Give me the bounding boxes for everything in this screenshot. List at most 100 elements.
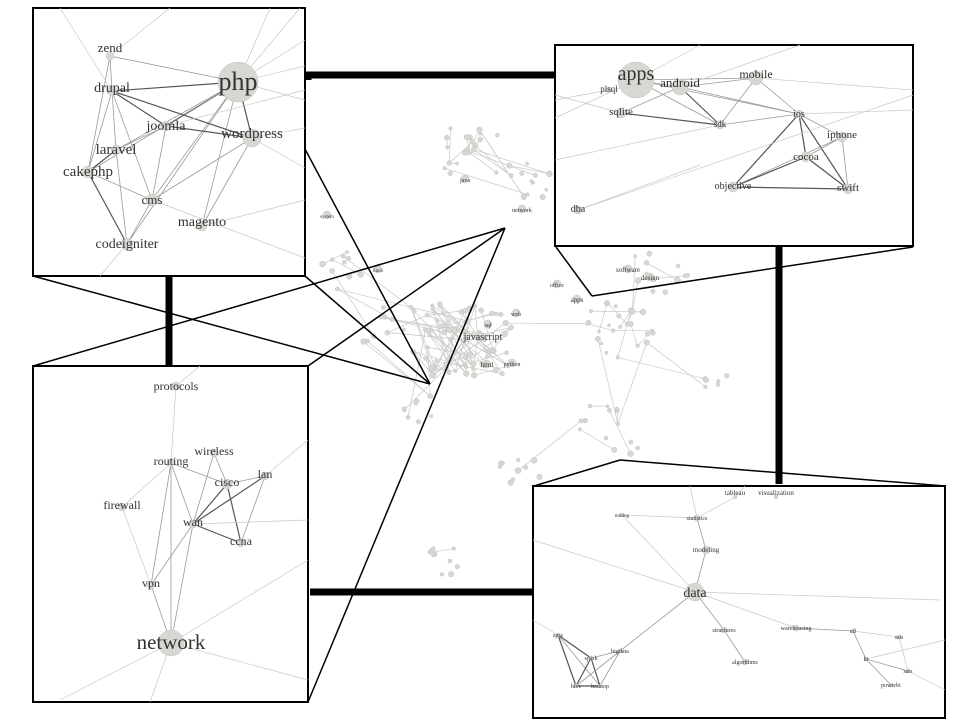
node-statistics: statistics: [687, 514, 708, 522]
edge-bigdata-hadoop: [599, 650, 621, 687]
outgoing-edge: [734, 485, 746, 498]
overview-edge: [413, 351, 467, 368]
node-label-algorithms: algorithms: [732, 660, 758, 666]
overview-node: [587, 403, 593, 409]
overview-node: [389, 316, 395, 322]
overview-edge: [632, 256, 636, 312]
overview-node: [629, 308, 636, 315]
outgoing-edge: [554, 124, 721, 161]
edge-joomla-laravel: [115, 125, 167, 151]
overview-node: [402, 406, 407, 411]
overview-node: [533, 172, 538, 178]
node-label-joomla: joomla: [146, 119, 187, 134]
overview-node: [499, 371, 505, 377]
edge-bi-ssrs: [865, 658, 909, 672]
edge-routing-firewall: [121, 462, 172, 508]
node-wan: wan: [183, 515, 203, 529]
node-label-modeling: modeling: [693, 546, 720, 554]
overview-node: [716, 379, 721, 384]
network-zoom-panel: protocols routing wireless cisco lan firewall…: [32, 365, 309, 703]
overview-node: [624, 321, 630, 327]
node-marker-wan: [188, 519, 198, 529]
node-label-powerbi: powerbi: [881, 683, 901, 689]
edge-spss-spark: [557, 634, 592, 659]
overview-node: [635, 277, 641, 283]
overview-node: [529, 179, 534, 183]
overview-node: [646, 250, 653, 257]
edge-cocoa-objective: [732, 156, 807, 188]
overview-node: [434, 359, 439, 364]
overview-node: [429, 414, 434, 419]
node-label-cakephp: cakephp: [63, 164, 113, 180]
outgoing-edge: [192, 519, 309, 525]
overview-node: [486, 351, 492, 357]
overview-node: [607, 323, 611, 328]
overview-node: [443, 361, 448, 366]
overview-node: [494, 170, 499, 175]
node-marker-plsql: [605, 86, 613, 94]
edge-php-codeigniter: [126, 81, 239, 245]
node-marker-mobile: [748, 70, 764, 86]
overview-label-software: software: [616, 266, 640, 274]
overview-edge: [387, 314, 428, 333]
node-marker-spss: [555, 632, 561, 638]
node-visualization: visualization: [758, 489, 794, 500]
overview-node: [582, 418, 588, 424]
node-marker-warehousing: [792, 624, 800, 632]
overview-node: [430, 303, 435, 308]
node-label-php: php: [219, 67, 258, 96]
overview-edge: [342, 255, 412, 308]
node-marker-protocols: [171, 381, 181, 391]
edge-php-zend: [109, 55, 239, 83]
overview-node: [422, 327, 429, 333]
node-marker-swift: [842, 183, 854, 195]
edge-lan-wan: [192, 475, 266, 525]
node-label-swift: swift: [837, 182, 859, 194]
node-marker-hadoop: [597, 683, 603, 689]
node-label-lan: lan: [258, 467, 273, 481]
overview-edge: [475, 145, 512, 176]
node-label-dba: dba: [571, 204, 586, 215]
node-swift: swift: [837, 182, 859, 195]
edge-cms-codeigniter: [126, 199, 153, 245]
outgoing-edge: [907, 670, 946, 691]
node-ssrs: ssrs: [903, 668, 913, 675]
edge-data-mining: [621, 514, 696, 593]
overview-node: [539, 194, 546, 200]
node-marker-apps: [617, 61, 655, 99]
overview-node-sql: [483, 319, 493, 329]
outgoing-edge: [170, 559, 309, 644]
node-network: network: [137, 629, 206, 657]
overview-node: [506, 162, 513, 169]
overview-node: [470, 332, 475, 337]
edge-apps-mobile: [635, 77, 757, 81]
overview-edge: [617, 310, 632, 358]
node-algorithms: algorithms: [732, 658, 758, 666]
overview-node: [427, 331, 432, 336]
overview-node: [458, 309, 465, 315]
overview-edge: [363, 341, 431, 397]
edge-structures-algorithms: [723, 629, 746, 663]
edge-zend-drupal: [109, 55, 113, 92]
edge-cocoa-swift: [805, 156, 849, 190]
php-edges: [59, 7, 306, 277]
node-label-cisco: cisco: [215, 475, 240, 489]
overview-node: [448, 571, 455, 578]
overview-node: [493, 311, 499, 317]
edge-data-warehousing: [694, 591, 797, 629]
overview-node: [429, 372, 437, 379]
outgoing-edge: [109, 7, 171, 57]
overview-node: [605, 404, 610, 409]
node-laravel: laravel: [96, 142, 137, 158]
outgoing-edge: [532, 619, 559, 636]
overview-label-html: html: [481, 361, 494, 369]
node-php: php: [217, 61, 259, 103]
edge-cisco-lan: [226, 475, 266, 485]
overview-node: [454, 564, 460, 570]
overview-edge: [637, 275, 686, 281]
edge-etl-ssis: [852, 630, 900, 638]
overview-edge: [480, 310, 494, 352]
overview-edge: [473, 149, 550, 175]
node-tableau: tableau: [725, 489, 746, 500]
